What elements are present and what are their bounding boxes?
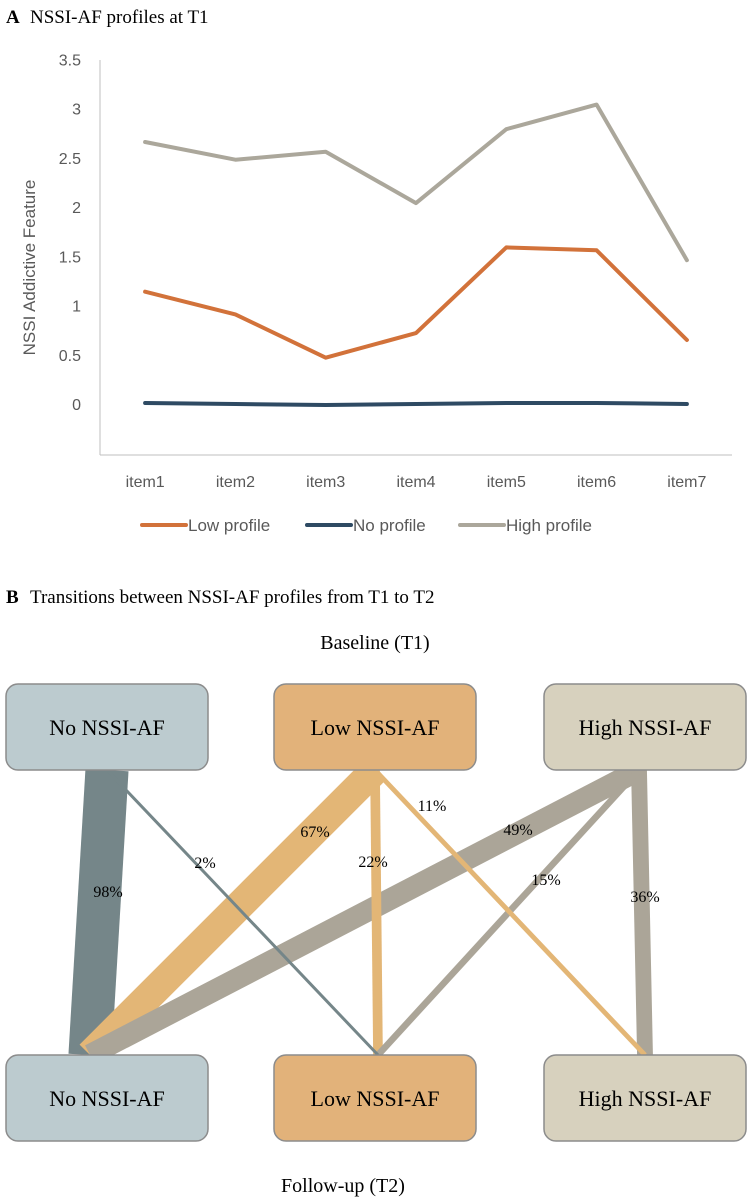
source-node-label: High NSSI-AF (579, 715, 712, 740)
x-tick-label: item3 (306, 474, 345, 491)
target-node-label: Low NSSI-AF (311, 1086, 440, 1111)
flow-label: 22% (358, 854, 387, 871)
flow-label: 67% (300, 824, 329, 841)
y-tick-label: 1.5 (59, 249, 81, 266)
y-tick-label: 0.5 (59, 348, 81, 365)
flow-label: 36% (630, 889, 659, 906)
baseline-label: Baseline (T1) (320, 632, 429, 654)
y-tick-label: 1 (72, 299, 81, 316)
panel-b-letter: B (6, 587, 19, 608)
x-tick-label: item4 (396, 474, 435, 491)
target-node-label: High NSSI-AF (579, 1086, 712, 1111)
source-node-label: No NSSI-AF (49, 715, 165, 740)
y-tick-label: 2.5 (59, 151, 81, 168)
panel-a-title: NSSI-AF profiles at T1 (30, 7, 209, 28)
source-node-no (5, 683, 209, 771)
panel-b-flows (68, 759, 653, 1066)
legend-label: High profile (506, 516, 592, 535)
flow-label: 11% (418, 798, 447, 815)
flow-low-to-no (79, 759, 386, 1066)
followup-label: Follow-up (T2) (281, 1175, 405, 1197)
legend-label: Low profile (188, 516, 270, 535)
series-line (143, 401, 689, 407)
panel-a-letter: A (6, 7, 20, 28)
x-tick-label: item1 (126, 474, 165, 491)
series-line (143, 245, 689, 360)
flow-no-to-no (68, 768, 129, 1057)
flow-no-to-low (105, 768, 380, 1057)
y-tick-label: 2 (72, 200, 81, 217)
target-node-no (5, 1054, 209, 1142)
flow-label: 15% (531, 872, 560, 889)
panel-a-legend: Low profile No profile High profile (140, 516, 592, 535)
x-tick-label: item5 (487, 474, 526, 491)
flow-low-to-high (373, 768, 647, 1057)
series-line (143, 102, 689, 263)
x-tick-label: item2 (216, 474, 255, 491)
panel-a-lines (143, 102, 689, 407)
flow-high-to-high (631, 769, 653, 1056)
panel-b-title: Transitions between NSSI-AF profiles fro… (30, 587, 434, 608)
x-tick-label: item6 (577, 474, 616, 491)
target-node-high (543, 1054, 747, 1142)
legend-label: No profile (353, 516, 426, 535)
flow-high-to-no (85, 760, 644, 1065)
y-tick-label: 3 (72, 102, 81, 119)
flow-label: 98% (93, 884, 122, 901)
source-node-label: Low NSSI-AF (311, 715, 440, 740)
source-node-high (543, 683, 747, 771)
panel-a-axes: 0 0.5 1 1.5 2 2.5 3 3.5 item1 item2 item3 item4 item… (20, 52, 732, 491)
y-tick-label: 0 (72, 397, 81, 414)
y-tick-label: 3.5 (59, 52, 81, 69)
target-node-low (273, 1054, 477, 1142)
source-node-low (273, 683, 477, 771)
target-node-label: No NSSI-AF (49, 1086, 165, 1111)
panel-b-nodes: No NSSI-AF Low NSSI-AF High NSSI-AF No NSSI… (5, 683, 747, 1142)
flow-low-to-low (370, 769, 383, 1056)
panel-b-flow-labels: 98% 2% 67% 22% 11% 49% 15% 36% (93, 798, 659, 906)
flow-label: 49% (503, 822, 532, 839)
x-tick-label: item7 (667, 474, 706, 491)
y-axis-title: NSSI Addictive Feature (20, 180, 39, 356)
flow-label: 2% (194, 855, 215, 872)
